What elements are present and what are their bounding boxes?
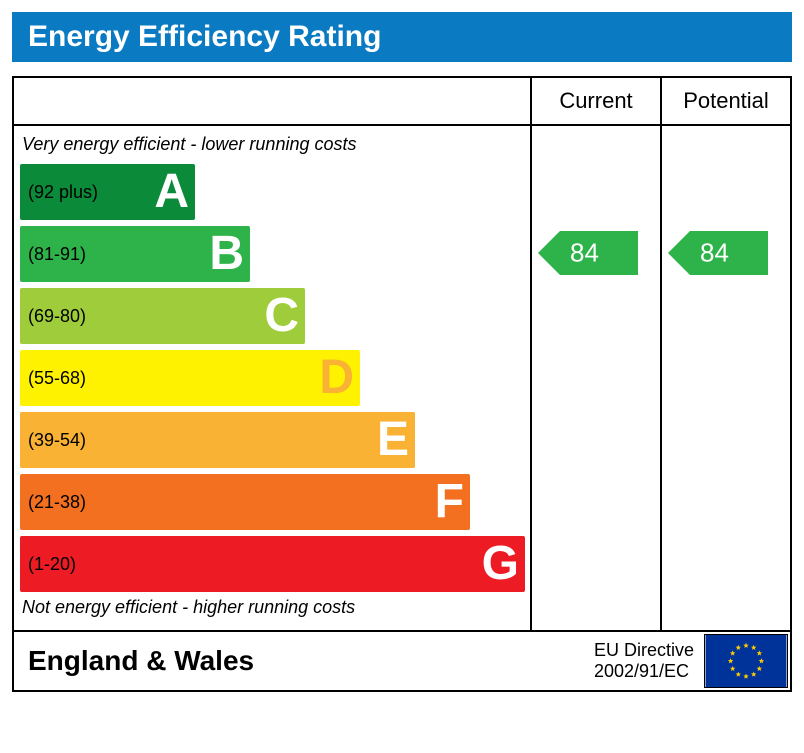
body-row: Very energy efficient - lower running co…: [14, 126, 790, 632]
header-potential: Potential: [660, 78, 790, 124]
footer-row: England & Wales EU Directive 2002/91/EC: [14, 632, 790, 690]
band-row-c: (69-80) C: [14, 285, 530, 347]
band-range-b: (81-91): [20, 244, 86, 265]
band-range-f: (21-38): [20, 492, 86, 513]
chart-title: Energy Efficiency Rating: [28, 20, 381, 53]
ratings-potential-column: 84: [660, 126, 790, 630]
rating-current-badge: 84: [538, 231, 638, 275]
band-letter-a: A: [154, 168, 189, 216]
title-bar: Energy Efficiency Rating: [12, 12, 792, 62]
band-range-a: (92 plus): [20, 182, 98, 203]
band-row-f: (21-38) F: [14, 471, 530, 533]
band-letter-d: D: [319, 354, 354, 402]
band-row-g: (1-20) G: [14, 533, 530, 595]
footer-country: England & Wales: [14, 645, 594, 677]
band-bar-d: (55-68) D: [20, 350, 360, 406]
rating-potential-badge: 84: [668, 231, 768, 275]
header-current: Current: [530, 78, 660, 124]
band-bar-b: (81-91) B: [20, 226, 250, 282]
header-row: Current Potential: [14, 78, 790, 126]
band-bar-g: (1-20) G: [20, 536, 525, 592]
band-letter-g: G: [482, 540, 519, 588]
eu-flag-icon: [704, 634, 788, 688]
band-range-g: (1-20): [20, 554, 76, 575]
band-row-a: (92 plus) A: [14, 161, 530, 223]
band-bar-a: (92 plus) A: [20, 164, 195, 220]
band-letter-b: B: [209, 230, 244, 278]
band-letter-e: E: [377, 416, 409, 464]
band-bar-f: (21-38) F: [20, 474, 470, 530]
directive-line2: 2002/91/EC: [594, 661, 689, 681]
ratings-current-column: 84: [530, 126, 660, 630]
band-range-e: (39-54): [20, 430, 86, 451]
band-row-b: (81-91) B: [14, 223, 530, 285]
band-row-d: (55-68) D: [14, 347, 530, 409]
band-range-c: (69-80): [20, 306, 86, 327]
directive-line1: EU Directive: [594, 640, 694, 660]
rating-potential-badge-value: 84: [700, 238, 729, 269]
subtitle-top: Very energy efficient - lower running co…: [14, 132, 530, 161]
header-spacer: [14, 78, 530, 124]
band-letter-c: C: [264, 292, 299, 340]
subtitle-bottom: Not energy efficient - higher running co…: [14, 595, 530, 624]
band-letter-f: F: [435, 478, 464, 526]
band-range-d: (55-68): [20, 368, 86, 389]
band-bar-e: (39-54) E: [20, 412, 415, 468]
band-row-e: (39-54) E: [14, 409, 530, 471]
bands-list: (92 plus) A (81-91) B (69-80) C (55-68) D (39-54…: [14, 161, 530, 595]
rating-current-badge-value: 84: [570, 238, 599, 269]
bars-area: Very energy efficient - lower running co…: [14, 126, 530, 630]
footer-directive: EU Directive 2002/91/EC: [594, 640, 704, 681]
band-bar-c: (69-80) C: [20, 288, 305, 344]
epc-chart: Current Potential Very energy efficient …: [12, 76, 792, 692]
